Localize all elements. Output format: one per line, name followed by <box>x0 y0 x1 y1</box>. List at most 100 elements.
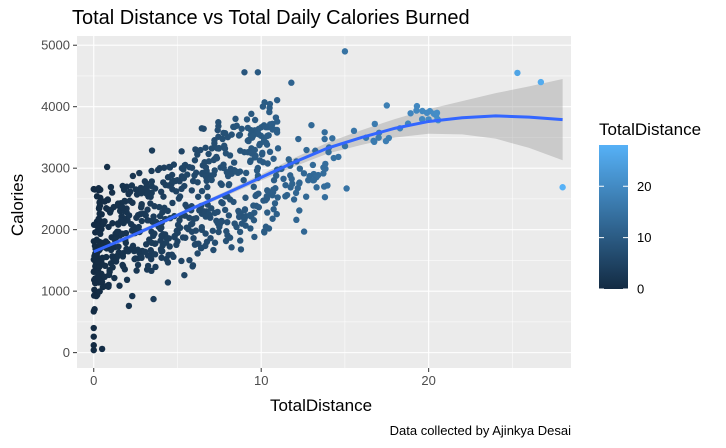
data-point <box>220 164 227 172</box>
data-point <box>241 206 249 214</box>
data-point <box>131 255 138 263</box>
data-point <box>173 227 180 235</box>
data-point <box>148 267 155 275</box>
data-point <box>255 131 262 138</box>
data-point <box>219 135 226 143</box>
data-point <box>164 279 172 286</box>
data-point <box>242 194 249 201</box>
data-point <box>129 172 137 180</box>
data-point <box>188 228 196 235</box>
data-point <box>242 169 250 177</box>
data-point <box>130 223 137 230</box>
data-point <box>241 69 248 76</box>
data-point <box>242 222 249 229</box>
data-point <box>296 179 303 186</box>
data-point <box>537 78 545 86</box>
data-point <box>147 247 154 254</box>
data-point <box>350 127 358 135</box>
data-point <box>247 127 255 134</box>
y-tick-label: 4000 <box>41 99 70 114</box>
data-point <box>151 185 159 192</box>
data-point <box>121 266 129 273</box>
data-point <box>235 213 243 221</box>
data-point <box>321 129 328 136</box>
data-point <box>148 178 156 185</box>
data-point <box>111 274 118 282</box>
data-point <box>202 164 210 171</box>
smooth-trend <box>93 114 563 254</box>
data-point <box>233 122 240 129</box>
data-point <box>231 220 238 227</box>
data-point <box>309 177 317 184</box>
data-point <box>171 232 178 240</box>
data-point <box>95 185 102 192</box>
data-point <box>202 173 209 180</box>
data-point <box>90 346 97 354</box>
data-point <box>194 250 201 257</box>
data-point <box>238 125 245 132</box>
data-point <box>221 142 228 149</box>
data-point <box>181 162 188 169</box>
data-point <box>95 273 103 280</box>
data-point <box>270 155 277 162</box>
plot-panel <box>77 36 571 368</box>
data-point <box>202 242 209 250</box>
y-tick-label: 3000 <box>41 161 70 176</box>
data-point <box>188 187 195 194</box>
data-point <box>202 213 209 220</box>
data-point <box>92 255 100 262</box>
data-point <box>198 125 206 132</box>
legend-tick-label: 20 <box>637 179 651 194</box>
data-point <box>419 107 426 115</box>
data-point <box>295 135 302 143</box>
data-point <box>193 215 200 222</box>
data-point <box>144 206 151 213</box>
data-point <box>192 146 199 153</box>
data-point <box>90 185 97 193</box>
data-point <box>197 146 204 154</box>
data-point <box>232 115 239 123</box>
data-point <box>218 217 225 225</box>
data-point <box>90 308 97 315</box>
data-point <box>210 171 217 178</box>
data-point <box>282 181 289 189</box>
data-point <box>132 186 140 193</box>
data-point <box>271 200 279 207</box>
data-point <box>189 220 196 227</box>
data-point <box>224 232 231 239</box>
data-point <box>118 230 126 238</box>
data-point <box>186 256 193 264</box>
data-point <box>196 207 203 214</box>
data-point <box>136 169 143 177</box>
data-point <box>375 134 382 141</box>
data-point <box>274 194 281 201</box>
data-point <box>90 324 97 332</box>
data-point <box>230 198 237 206</box>
data-point <box>413 102 421 110</box>
data-point <box>194 151 201 158</box>
x-tick-label: 10 <box>254 373 268 388</box>
data-point <box>217 180 224 187</box>
data-point <box>237 246 245 253</box>
x-tick-label: 0 <box>90 373 97 388</box>
data-point <box>201 159 208 166</box>
data-point <box>125 212 133 219</box>
data-point <box>198 187 206 195</box>
data-point <box>98 211 105 218</box>
data-point <box>224 218 231 226</box>
data-point <box>269 215 276 222</box>
data-point <box>182 234 189 241</box>
chart-title: Total Distance vs Total Daily Calories B… <box>72 7 470 29</box>
data-point <box>262 223 270 230</box>
data-point <box>243 116 251 123</box>
data-point <box>205 150 212 158</box>
data-point <box>290 196 298 203</box>
data-point <box>302 193 310 200</box>
data-point <box>236 228 244 236</box>
data-point <box>225 212 233 219</box>
data-point <box>263 141 271 148</box>
data-point <box>288 79 295 86</box>
data-point <box>204 183 211 191</box>
data-point <box>93 193 101 200</box>
data-point <box>269 120 276 128</box>
